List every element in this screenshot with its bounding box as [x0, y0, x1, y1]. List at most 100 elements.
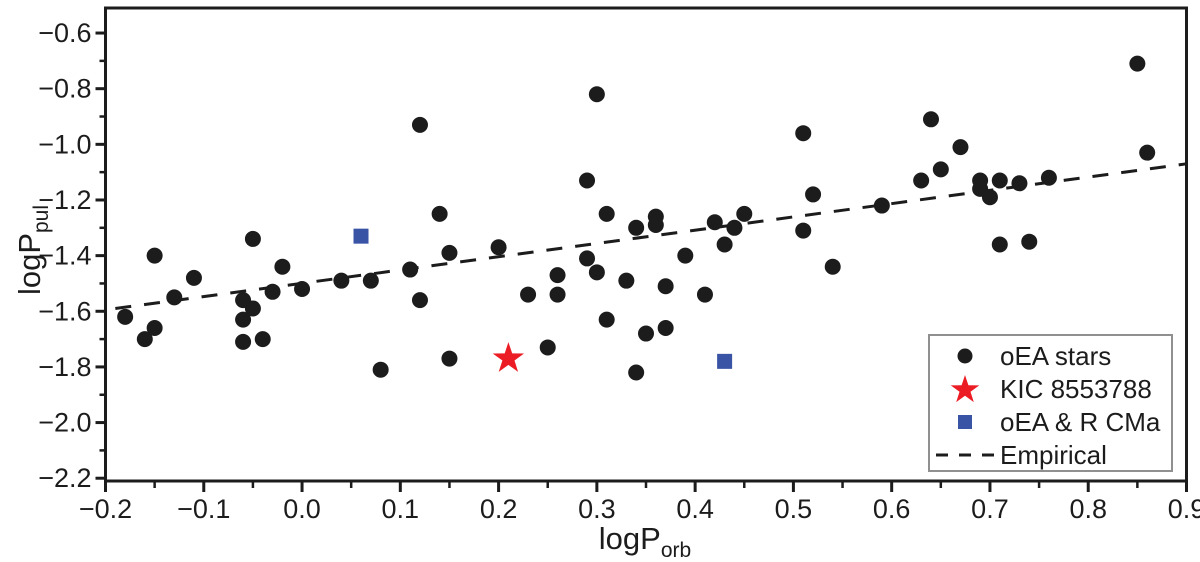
legend-star-glyph [950, 374, 980, 402]
x-axis-title-sub: orb [660, 539, 692, 562]
data-point-oea [264, 283, 281, 300]
legend-label-empirical: Empirical [1000, 439, 1107, 470]
data-point-oea [1040, 169, 1057, 186]
y-tick-label: −1.8 [38, 352, 91, 382]
data-point-oea [431, 205, 448, 222]
y-axis-title-base: logP [11, 232, 47, 296]
x-tick-label: 0.4 [676, 494, 714, 524]
data-point-oea-rcma [353, 228, 369, 244]
y-tick-label: −0.8 [38, 74, 91, 104]
data-point-oea [598, 311, 615, 328]
y-tick-label: −1.2 [38, 185, 91, 215]
x-tick-label: 0.6 [873, 494, 911, 524]
data-point-oea [991, 172, 1008, 189]
legend-label-oea-stars: oEA stars [1000, 340, 1112, 371]
x-tick-label: 0.5 [775, 494, 813, 524]
data-point-oea [647, 217, 664, 234]
data-point-oea [716, 236, 733, 253]
data-point-oea [441, 244, 458, 261]
data-point-oea [657, 278, 674, 295]
data-point-oea [333, 272, 350, 289]
y-tick-label: −0.6 [38, 18, 91, 48]
data-point-oea [549, 267, 566, 284]
y-tick-label: −2.0 [38, 408, 91, 438]
legend-square-glyph [958, 414, 972, 429]
data-point-oea [411, 116, 428, 133]
data-point-oea [579, 172, 596, 189]
data-point-oea [795, 222, 812, 239]
data-point-oea [696, 286, 713, 303]
data-point-oea [490, 239, 507, 256]
data-point-oea [254, 331, 271, 348]
data-point-oea [795, 125, 812, 142]
data-point-oea [952, 139, 969, 156]
data-point-oea [736, 205, 753, 222]
data-point-oea [117, 308, 134, 325]
data-point-oea [873, 197, 890, 214]
x-tick-label: −0.2 [79, 494, 132, 524]
data-point-oea [146, 319, 163, 336]
data-point-oea [991, 236, 1008, 253]
data-point-oea [805, 186, 822, 203]
x-tick-label: −0.1 [177, 494, 230, 524]
data-point-oea [274, 258, 291, 275]
legend-item-oea-r-cma: oEA & R CMa [930, 405, 1171, 438]
data-point-oea [372, 361, 389, 378]
data-point-oea [1021, 233, 1038, 250]
legend-item-empirical: Empirical [930, 438, 1171, 471]
star-marker-icon [930, 373, 1000, 405]
data-point-oea [932, 161, 949, 178]
x-tick-label: 0.3 [578, 494, 616, 524]
dashed-line-marker-icon [930, 450, 1000, 460]
legend-item-kic-8553788: KIC 8553788 [930, 372, 1171, 405]
data-point-oea [146, 247, 163, 264]
y-axis-title: logPpul [11, 205, 53, 296]
y-tick-label: −2.2 [38, 463, 91, 493]
data-point-oea [706, 214, 723, 231]
data-point-oea [588, 264, 605, 281]
data-point-oea [235, 311, 252, 328]
data-point-oea [185, 269, 202, 286]
data-point-oea [598, 205, 615, 222]
legend: oEA stars KIC 8553788 oEA & R CMa [928, 334, 1173, 472]
x-tick-label: 0.7 [971, 494, 1009, 524]
legend-label-oea-r-cma: oEA & R CMa [1000, 406, 1161, 437]
y-axis-title-sub: pul [29, 204, 53, 233]
data-point-oea [824, 258, 841, 275]
data-point-oea [441, 350, 458, 367]
data-point-oea [628, 364, 645, 381]
data-point-kic8553788 [492, 342, 525, 372]
data-point-oea [244, 300, 261, 317]
data-point-oea [166, 289, 183, 306]
x-tick-label: 0.2 [480, 494, 518, 524]
data-point-oea [549, 286, 566, 303]
circle-marker-icon [930, 341, 1000, 371]
data-point-oea [638, 325, 654, 342]
data-point-oea [539, 339, 556, 356]
empirical-line [115, 162, 1187, 310]
x-axis-title: logPorb [598, 521, 691, 561]
x-tick-label: 0.1 [382, 494, 420, 524]
data-point-oea [1011, 175, 1028, 192]
data-point-oea [579, 250, 596, 267]
data-point-oea [235, 333, 252, 350]
data-point-oea [1139, 144, 1156, 161]
data-point-oea [618, 272, 635, 289]
data-point-oea [1129, 55, 1146, 72]
data-point-oea [913, 172, 930, 189]
legend-circle-glyph [957, 348, 973, 363]
data-point-oea [136, 331, 153, 348]
x-axis-title-base: logP [598, 521, 661, 556]
y-tick-label: −1.6 [38, 296, 91, 326]
data-point-oea-rcma [717, 353, 733, 369]
x-tick-label: 0.8 [1069, 494, 1107, 524]
data-point-oea [628, 219, 645, 236]
data-point-oea [294, 281, 311, 298]
data-point-oea [362, 272, 379, 289]
y-tick-label: −1.4 [38, 241, 91, 271]
data-point-oea [922, 111, 939, 128]
data-point-oea [411, 292, 428, 309]
square-marker-icon [930, 407, 1000, 437]
